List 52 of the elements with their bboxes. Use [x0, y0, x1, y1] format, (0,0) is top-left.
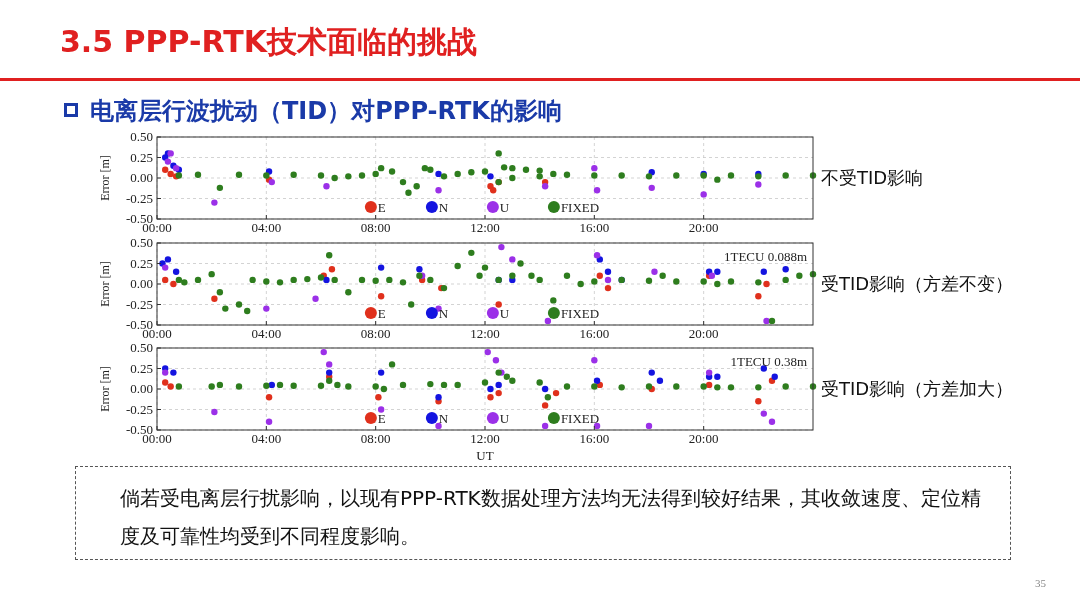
- x-tick-label: 20:00: [688, 326, 719, 341]
- legend-label: E: [377, 200, 386, 215]
- x-axis-title: UT: [476, 448, 494, 463]
- y-axis-title: Error [m]: [98, 261, 112, 307]
- x-tick-label: 08:00: [360, 326, 391, 341]
- y-tick-label: -0.25: [125, 190, 153, 206]
- x-tick-label: 04:00: [251, 431, 282, 446]
- legend-label: E: [377, 411, 386, 426]
- y-tick-label: 0.00: [130, 381, 153, 396]
- text: 不受TID影响: [821, 167, 924, 188]
- y-tick-label: 0.25: [130, 255, 153, 271]
- legend-label: U: [499, 411, 510, 426]
- text: 35: [1035, 577, 1047, 589]
- legend-label: U: [499, 306, 510, 321]
- y-tick-label: 0.50: [130, 340, 153, 355]
- y-axis-title: Error [m]: [98, 155, 112, 201]
- x-tick-label: 04:00: [251, 326, 282, 341]
- y-tick-label: -0.25: [125, 296, 153, 312]
- y-tick-label: 0.25: [130, 360, 153, 376]
- legend-label: FIXED: [560, 411, 600, 426]
- y-axis-title: Error [m]: [98, 366, 112, 412]
- legend-label: N: [438, 306, 449, 321]
- chart-title: 3.5 PPP-RTK技术面临的挑战: [60, 23, 477, 61]
- legend-label: FIXED: [560, 306, 600, 321]
- x-tick-label: 16:00: [579, 326, 610, 341]
- text: 受TID影响（方差加大）: [821, 378, 1014, 399]
- y-tick-label: 0.00: [130, 170, 153, 185]
- chart-subtitle: 电离层行波扰动（TID）对PPP-RTK的影响: [90, 96, 562, 127]
- x-tick-label: 16:00: [579, 431, 610, 446]
- x-tick-label: 04:00: [251, 220, 282, 235]
- annotation: 1TECU 0.38m: [730, 354, 807, 369]
- y-tick-label: -0.25: [125, 401, 153, 417]
- y-tick-label: 0.00: [130, 276, 153, 291]
- y-tick-label: 0.25: [130, 149, 153, 165]
- x-tick-label: 12:00: [470, 326, 500, 341]
- x-tick-label: 12:00: [470, 220, 500, 235]
- text: 倘若受电离层行扰影响，以现有PPP-RTK数据处理方法均无法得到较好结果，其收敛速度、定位精度及可靠性均受到不同程度影响。: [75, 466, 1011, 560]
- legend-label: E: [377, 306, 386, 321]
- x-tick-label: 20:00: [688, 220, 719, 235]
- legend-label: N: [438, 200, 449, 215]
- legend-label: FIXED: [560, 200, 600, 215]
- x-tick-label: 08:00: [360, 220, 391, 235]
- annotation: 1TECU 0.088m: [723, 249, 807, 264]
- legend-label: N: [438, 411, 449, 426]
- y-tick-label: 0.50: [130, 129, 153, 144]
- x-tick-label: 12:00: [470, 431, 500, 446]
- text: 受TID影响（方差不变）: [821, 273, 1014, 294]
- x-tick-label: 16:00: [579, 220, 610, 235]
- y-tick-label: 0.50: [130, 235, 153, 250]
- x-tick-label: 20:00: [688, 431, 719, 446]
- legend-label: U: [499, 200, 510, 215]
- x-tick-label: 08:00: [360, 431, 391, 446]
